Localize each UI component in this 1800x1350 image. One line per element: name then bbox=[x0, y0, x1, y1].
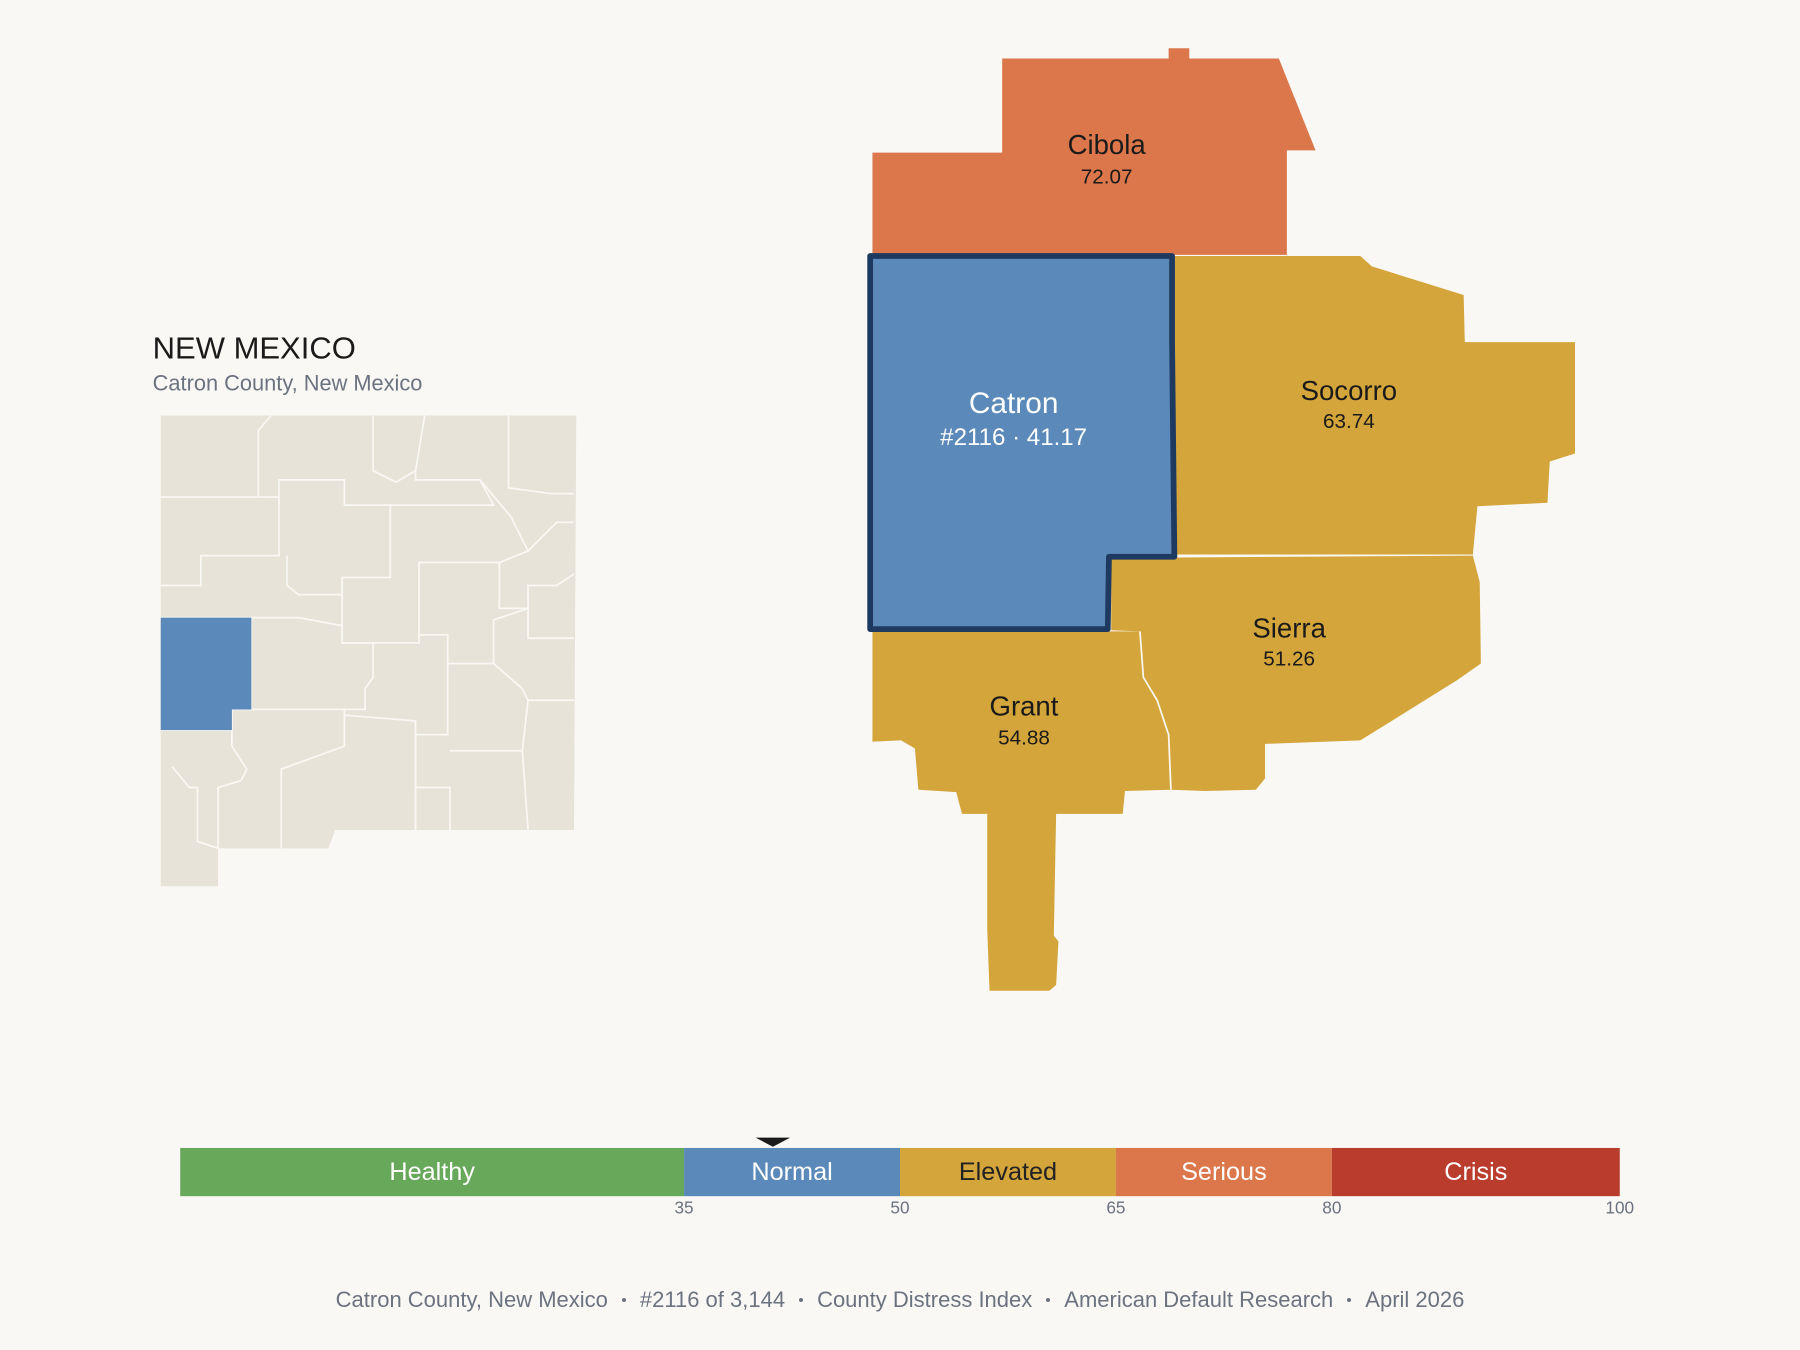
scale-band bbox=[180, 1147, 685, 1197]
band-label: Normal bbox=[751, 1158, 832, 1186]
county-border bbox=[1139, 631, 1172, 790]
footer-item: County Distress Index bbox=[817, 1287, 1033, 1312]
county-value: 51.26 bbox=[1263, 648, 1315, 671]
tick-label: 80 bbox=[1322, 1197, 1341, 1217]
county-shape bbox=[1111, 555, 1481, 791]
inset-highlight bbox=[160, 617, 252, 731]
separator bbox=[799, 1298, 804, 1302]
scale-band bbox=[684, 1147, 900, 1197]
state-subtitle: Catron County, New Mexico bbox=[153, 370, 423, 395]
county-shape bbox=[1174, 255, 1575, 555]
score-marker bbox=[755, 1137, 791, 1147]
county-name: Cibola bbox=[1068, 129, 1147, 160]
scale-band bbox=[1115, 1147, 1332, 1197]
separator bbox=[1347, 1298, 1352, 1302]
county-value: 72.07 bbox=[1081, 165, 1133, 188]
tick-label: 100 bbox=[1605, 1197, 1634, 1217]
state-inset bbox=[160, 415, 577, 887]
county-shape bbox=[872, 631, 1171, 991]
footer-item: Catron County, New Mexico bbox=[335, 1287, 608, 1312]
tick-label: 35 bbox=[674, 1197, 693, 1217]
band-label: Crisis bbox=[1444, 1158, 1507, 1186]
county-value: #2116 · 41.17 bbox=[940, 424, 1087, 451]
scale-band bbox=[900, 1147, 1116, 1197]
county-name: Catron bbox=[969, 387, 1059, 420]
separator bbox=[1046, 1298, 1051, 1302]
county-value: 54.88 bbox=[998, 727, 1050, 750]
state-title: NEW MEXICO bbox=[153, 330, 356, 365]
county-name: Grant bbox=[990, 691, 1059, 722]
tick-label: 65 bbox=[1106, 1197, 1125, 1217]
band-label: Elevated bbox=[959, 1158, 1057, 1186]
separator bbox=[621, 1298, 626, 1302]
footer: Catron County, New Mexico #2116 of 3,144 C… bbox=[0, 1284, 1800, 1316]
county-shape bbox=[867, 253, 1178, 632]
footer-item: April 2026 bbox=[1365, 1287, 1465, 1312]
tick-label: 50 bbox=[890, 1197, 909, 1217]
scale-bar: Healthy Normal Elevated Serious Crisis 35 50 65… bbox=[180, 1137, 1634, 1217]
county-name: Socorro bbox=[1301, 375, 1397, 406]
county-map: Cibola 72.07 Catron #2116 · 41.17 Socorr… bbox=[867, 48, 1575, 991]
county-name: Sierra bbox=[1252, 613, 1326, 644]
county-value: 63.74 bbox=[1323, 410, 1375, 433]
scale-band bbox=[1331, 1147, 1620, 1197]
band-label: Healthy bbox=[389, 1158, 475, 1186]
state-shape bbox=[160, 415, 577, 887]
county-shape bbox=[872, 48, 1316, 255]
footer-item: #2116 of 3,144 bbox=[639, 1287, 786, 1312]
footer-item: American Default Research bbox=[1064, 1287, 1334, 1312]
band-label: Serious bbox=[1181, 1158, 1267, 1186]
